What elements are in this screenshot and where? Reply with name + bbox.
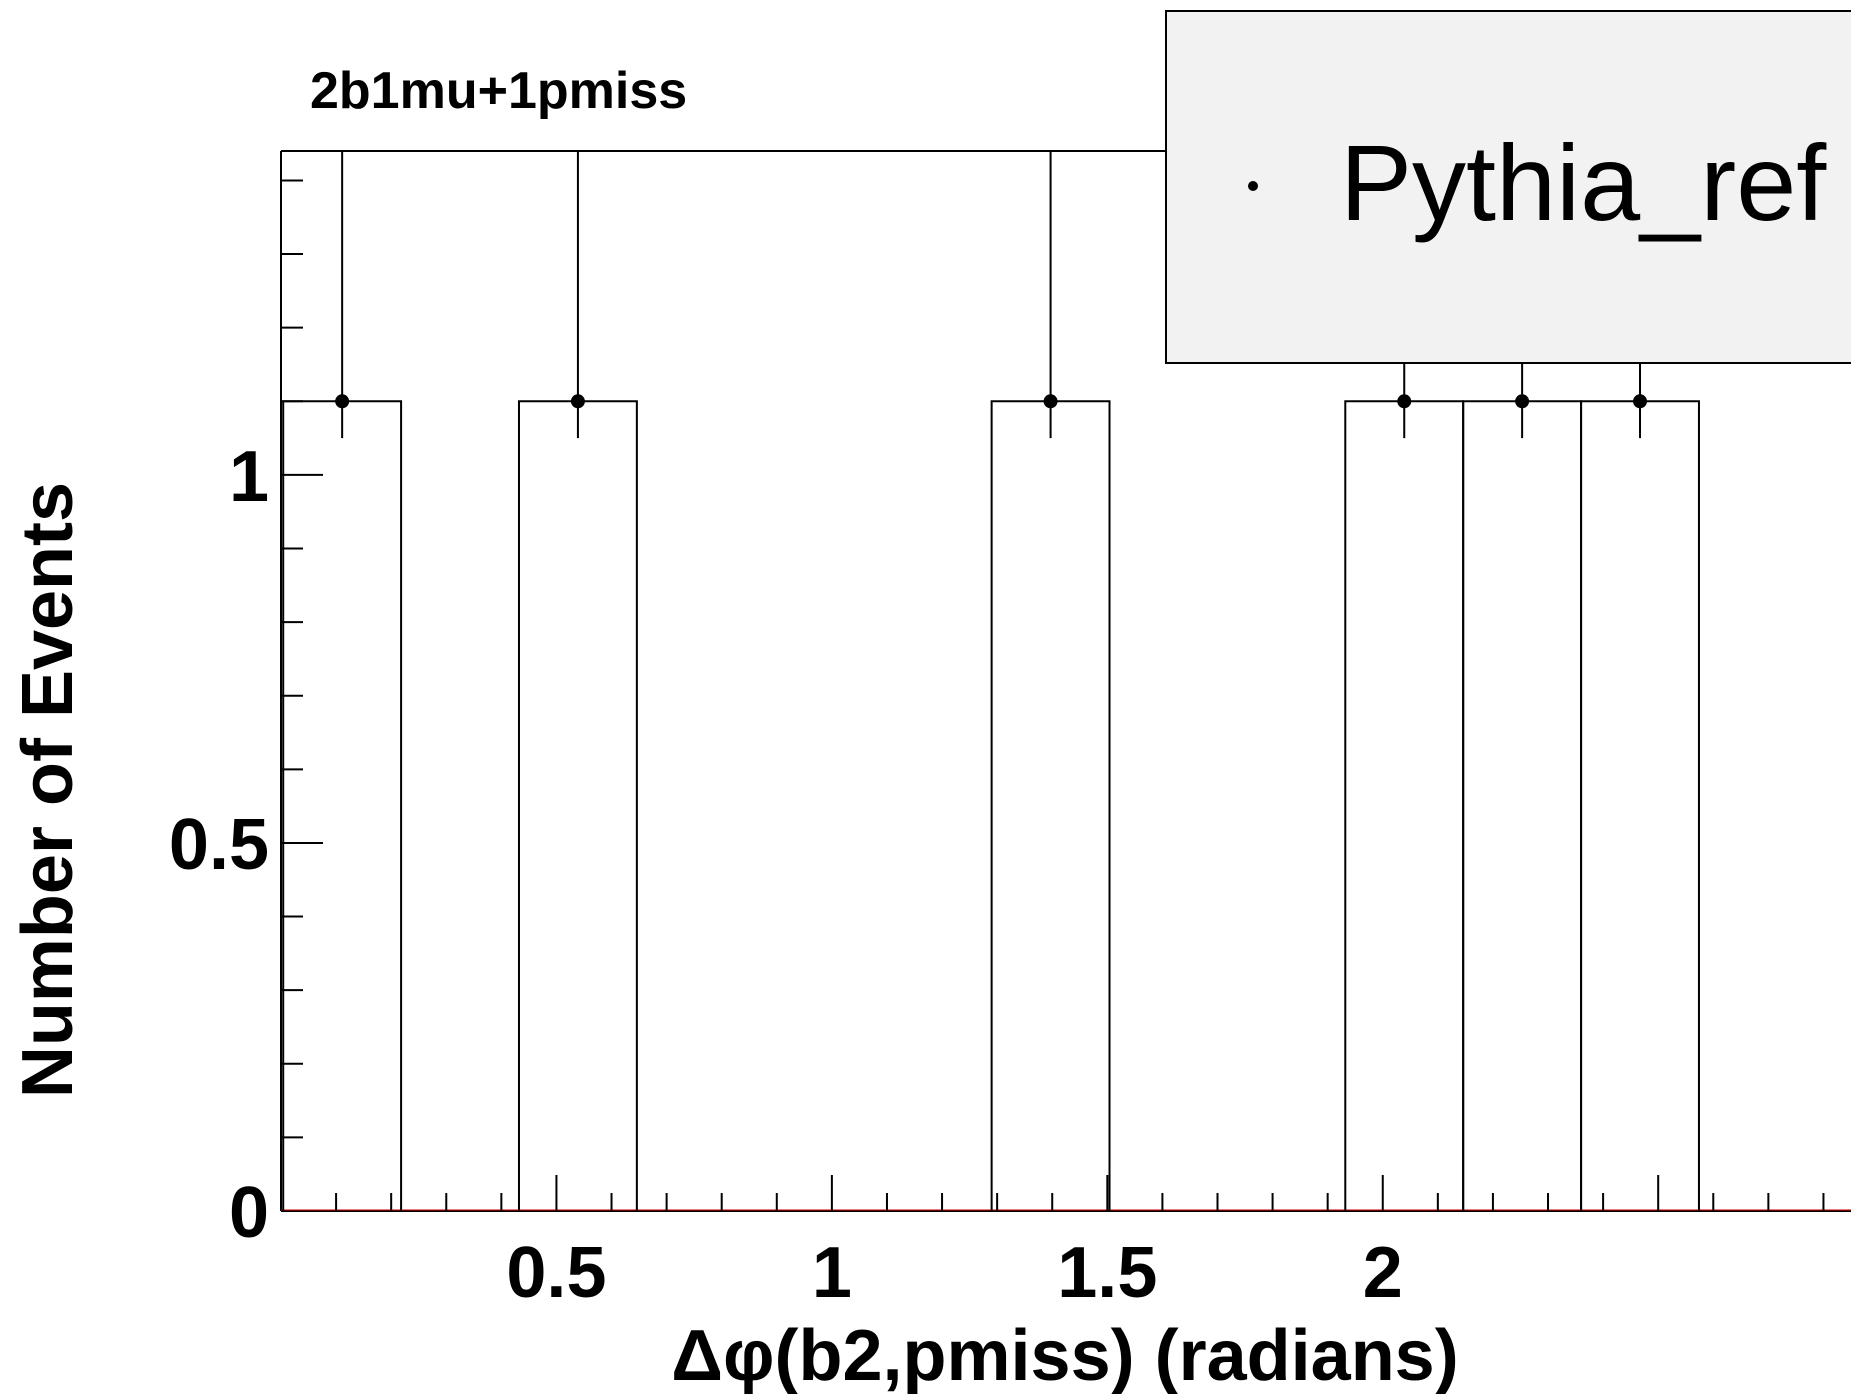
x-tick-label: 2 [1363,1233,1403,1313]
histogram-bar [282,400,403,1211]
histogram-bar [990,400,1111,1211]
x-axis-title: Δφ(b2,pmiss) (radians) [671,1316,1458,1394]
x-tick-label: 1.5 [1057,1233,1157,1313]
axis-ticks [281,179,1825,1211]
chart-title: 2b1mu+1pmiss [310,62,687,120]
histogram-bar [1344,400,1465,1211]
data-point [570,394,585,409]
data-point [1043,394,1058,409]
legend-box [1165,10,1851,364]
histogram-bars [282,400,1700,1211]
data-point [1397,394,1412,409]
data-point [1633,394,1648,409]
legend-entry-pythia-ref: Pythia_ref [1340,122,1827,243]
data-points [335,394,1648,409]
legend-marker [1248,181,1258,191]
histogram-bar [1580,400,1700,1211]
tick-labels: 0.5 1 1.5 2 0 0.5 1 [169,437,1403,1313]
x-tick-label: 0.5 [506,1233,606,1313]
y-tick-label: 0 [229,1173,269,1253]
x-tick-label: 1 [812,1233,852,1313]
data-point [1515,394,1530,409]
histogram-bar [1462,400,1583,1211]
y-axis-title: Number of Events [8,482,88,1098]
y-tick-label: 0.5 [169,805,269,885]
histogram-bar [517,400,638,1211]
y-tick-label: 1 [229,437,269,517]
data-point [335,394,350,409]
legend: Pythia_ref [1165,10,1851,364]
